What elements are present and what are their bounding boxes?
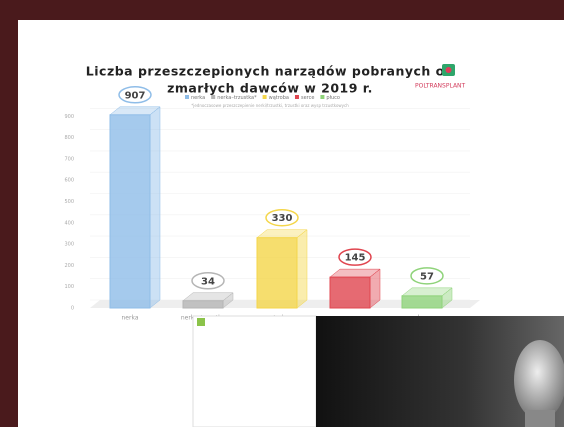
- y-tick-label: 800: [64, 135, 74, 141]
- bar: [401, 295, 443, 309]
- logo-dot: [445, 67, 452, 73]
- overlay-windows: [192, 315, 564, 427]
- value-bubble: [410, 267, 444, 285]
- legend-swatch: [294, 95, 299, 99]
- value-bubble: [118, 86, 152, 104]
- value-label: 34: [201, 276, 215, 287]
- bar: [329, 276, 371, 309]
- chart: Liczba przeszczepionych narządów pobrany…: [64, 64, 480, 322]
- y-tick-label: 100: [64, 284, 74, 290]
- logo-text: POLTRANSPLANT: [415, 83, 466, 90]
- y-tick-label: 500: [64, 199, 74, 205]
- y-tick-label: 600: [64, 178, 74, 184]
- y-tick-label: 900: [64, 114, 74, 120]
- y-tick-label: 300: [64, 242, 74, 248]
- legend-label: płuco: [326, 95, 340, 101]
- note: *jednoczasowe przeszczepienie nerki/trzu…: [191, 103, 349, 108]
- value-bubble: [265, 208, 299, 227]
- bar-side: [296, 229, 308, 309]
- face: [514, 340, 564, 420]
- chart-title-line2: zmarłych dawców w 2019 r.: [167, 81, 373, 96]
- y-tick-label: 200: [64, 263, 74, 269]
- legend-swatch: [211, 95, 216, 99]
- value-label: 145: [345, 253, 366, 264]
- value-bubble: [338, 248, 372, 266]
- y-tick-label: 400: [64, 220, 74, 226]
- bar-side: [149, 106, 161, 309]
- legend-label: wątroba: [269, 95, 289, 101]
- chart-title-line1: Liczba przeszczepionych narządów pobrany…: [86, 64, 454, 79]
- video-window-blank[interactable]: [192, 315, 317, 427]
- legend-label: serce: [301, 95, 314, 101]
- legend-label: nerka: [191, 95, 205, 101]
- value-label: 57: [420, 271, 434, 282]
- bar: [109, 114, 151, 309]
- value-bubble: [191, 272, 225, 290]
- x-tick-label: nerka: [121, 315, 138, 322]
- legend-label: nerka–trzustka*: [217, 95, 257, 101]
- legend-swatch: [262, 95, 267, 99]
- value-label: 330: [272, 213, 293, 224]
- legend-swatch: [320, 95, 325, 99]
- y-tick-label: 0: [71, 306, 74, 312]
- bar: [256, 237, 298, 309]
- window-icon: [197, 318, 205, 326]
- legend-swatch: [185, 95, 189, 99]
- bar: [182, 300, 224, 309]
- value-label: 907: [125, 90, 146, 101]
- neck: [525, 410, 555, 427]
- y-tick-label: 700: [64, 156, 74, 162]
